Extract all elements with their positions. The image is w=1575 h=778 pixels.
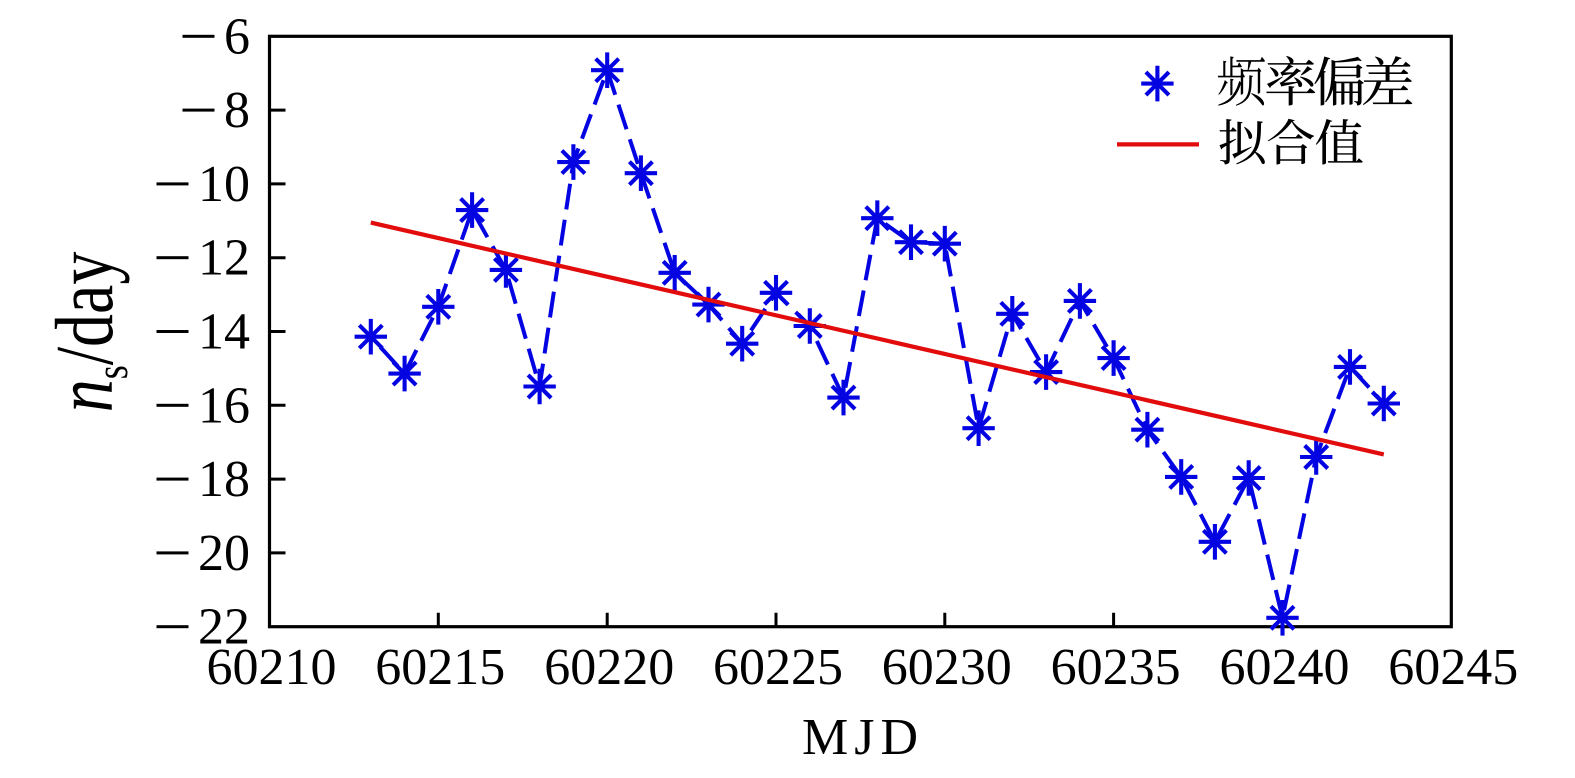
svg-text:60235: 60235 <box>1051 639 1181 696</box>
svg-text:60225: 60225 <box>713 639 843 696</box>
svg-text:60220: 60220 <box>544 639 674 696</box>
svg-text:6: 6 <box>224 8 250 65</box>
svg-text:16: 16 <box>198 377 250 434</box>
svg-text:60215: 60215 <box>375 639 505 696</box>
svg-text:MJD: MJD <box>802 709 924 766</box>
svg-text:8: 8 <box>224 82 250 139</box>
svg-text:14: 14 <box>198 304 250 361</box>
svg-text:22: 22 <box>198 599 250 656</box>
svg-text:12: 12 <box>198 230 250 287</box>
svg-text:20: 20 <box>198 525 250 582</box>
svg-text:60245: 60245 <box>1388 639 1518 696</box>
svg-text:60210: 60210 <box>207 639 337 696</box>
svg-text:60240: 60240 <box>1220 639 1350 696</box>
svg-text:18: 18 <box>198 451 250 508</box>
svg-text:ns/day: ns/day <box>39 251 137 412</box>
svg-text:60230: 60230 <box>882 639 1012 696</box>
svg-text:10: 10 <box>198 156 250 213</box>
